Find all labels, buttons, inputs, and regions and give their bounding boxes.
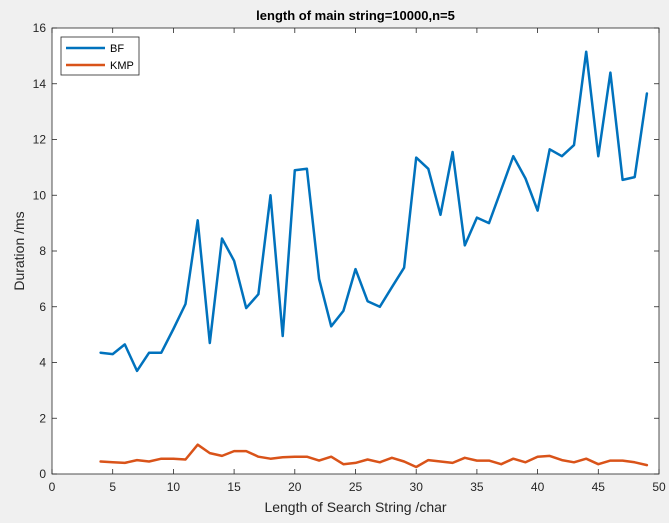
y-tick-label: 6 [39, 300, 46, 314]
x-tick-label: 5 [109, 480, 116, 494]
plot-border [51, 27, 660, 475]
legend-label-kmp: KMP [110, 60, 134, 72]
x-axis-title: Length of Search String /char [264, 499, 446, 515]
y-tick-label: 12 [33, 133, 47, 147]
x-tick-label: 0 [49, 480, 56, 494]
chart-title: length of main string=10000,n=5 [256, 8, 455, 23]
y-tick-label: 14 [33, 77, 47, 91]
x-tick-label: 20 [288, 480, 302, 494]
x-tick-label: 25 [349, 480, 363, 494]
x-tick-label: 50 [652, 480, 666, 494]
x-tick-label: 40 [531, 480, 545, 494]
y-axis-title: Duration /ms [11, 211, 27, 290]
x-tick-label: 15 [227, 480, 241, 494]
y-tick-label: 4 [39, 356, 46, 370]
x-tick-label: 30 [410, 480, 424, 494]
axis-ticks: 0 5 10 15 20 25 30 35 40 45 50 0 2 4 6 8 10 12 14 16 [33, 21, 666, 494]
y-tick-label: 2 [39, 411, 46, 425]
y-tick-label: 16 [33, 21, 47, 35]
y-tick-label: 0 [39, 467, 46, 481]
legend: BF KMP [60, 36, 140, 76]
plot-area [52, 28, 659, 474]
legend-label-bf: BF [110, 43, 124, 55]
y-tick-label: 8 [39, 244, 46, 258]
legend-box [60, 36, 140, 76]
x-tick-label: 10 [167, 480, 181, 494]
series-line-kmp [99, 443, 649, 469]
y-tick-label: 10 [33, 188, 47, 202]
x-tick-label: 45 [592, 480, 606, 494]
series-line-bf [99, 50, 649, 373]
x-tick-label: 35 [470, 480, 484, 494]
series-lines [99, 50, 649, 469]
